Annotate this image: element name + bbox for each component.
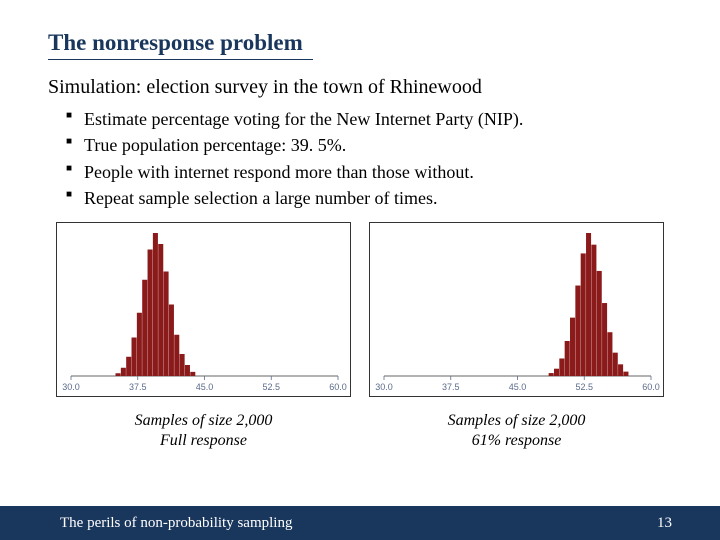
caption-line: 61% response (472, 432, 562, 449)
histogram-right: 30.0 37.5 45.0 52.5 60.0 (369, 222, 664, 397)
caption-line: Full response (160, 432, 247, 449)
caption-line: Samples of size 2,000 (135, 412, 273, 429)
svg-text:30.0: 30.0 (375, 382, 393, 392)
svg-text:60.0: 60.0 (329, 382, 347, 392)
bullet-item: Repeat sample selection a large number o… (66, 186, 672, 210)
svg-text:37.5: 37.5 (129, 382, 147, 392)
svg-text:37.5: 37.5 (442, 382, 460, 392)
bullet-list: Estimate percentage voting for the New I… (48, 107, 672, 210)
svg-text:45.0: 45.0 (509, 382, 527, 392)
chart-right-caption: Samples of size 2,000 61% response (369, 411, 664, 451)
chart-left-box: 30.0 37.5 45.0 52.5 60.0 Samples of size 2,0… (56, 222, 351, 451)
svg-text:52.5: 52.5 (262, 382, 280, 392)
caption-line: Samples of size 2,000 (448, 412, 586, 429)
slide-subtitle: Simulation: election survey in the town … (48, 76, 672, 99)
chart-left-caption: Samples of size 2,000 Full response (56, 411, 351, 451)
svg-text:52.5: 52.5 (575, 382, 593, 392)
svg-text:30.0: 30.0 (62, 382, 80, 392)
chart-right-box: 30.0 37.5 45.0 52.5 60.0 Samples of size 2,0… (369, 222, 664, 451)
bullet-item: True population percentage: 39. 5%. (66, 133, 672, 157)
page-number: 13 (657, 515, 672, 532)
footer-bar: The perils of non-probability sampling 1… (0, 506, 720, 540)
svg-text:45.0: 45.0 (196, 382, 214, 392)
slide-title: The nonresponse problem (48, 30, 313, 60)
footer-text: The perils of non-probability sampling (60, 515, 292, 532)
bullet-item: People with internet respond more than t… (66, 160, 672, 184)
svg-text:60.0: 60.0 (642, 382, 660, 392)
histogram-left: 30.0 37.5 45.0 52.5 60.0 (56, 222, 351, 397)
bullet-item: Estimate percentage voting for the New I… (66, 107, 672, 131)
